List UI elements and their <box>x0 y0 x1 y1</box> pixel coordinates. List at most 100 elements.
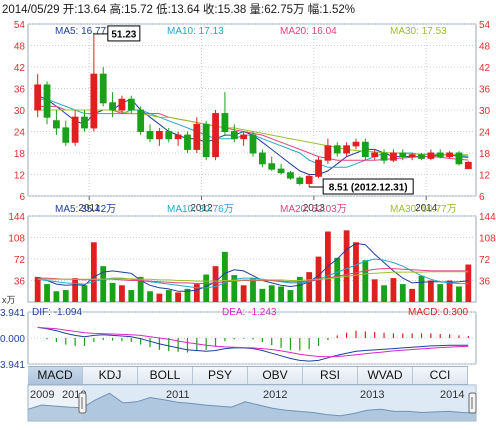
volume-unit-label: x万 <box>2 295 16 305</box>
candle-body <box>315 159 322 177</box>
volume-bar <box>53 291 60 302</box>
volume-bar <box>240 285 247 302</box>
volume-bar <box>212 266 219 302</box>
candle-body <box>352 141 360 147</box>
candle-body <box>343 145 351 154</box>
volume-tick-right: 36 <box>479 277 491 288</box>
price-x-tick-label: 2012 <box>190 203 213 214</box>
price-tick-left: 54 <box>14 20 26 31</box>
tab-boll[interactable]: BOLL <box>138 367 193 384</box>
tab-obv[interactable]: OBV <box>248 367 303 384</box>
high-value: 15.72 <box>124 4 153 16</box>
price-tick-left: 36 <box>14 85 26 96</box>
navigator-panel: 2009 2010 2011 2012 2013 2014 <box>27 384 477 422</box>
change-label: 幅: <box>307 4 323 16</box>
tab-kdj[interactable]: KDJ <box>83 367 138 384</box>
candle-body <box>324 145 332 161</box>
candle-body <box>174 134 182 140</box>
volume-bar <box>418 275 425 302</box>
candle-body <box>34 84 42 111</box>
volume-bar <box>371 279 378 302</box>
candle-body <box>258 152 266 165</box>
candle-body <box>193 123 201 150</box>
price-tick-left: 24 <box>14 128 26 139</box>
price-tick-left: 6 <box>19 192 25 203</box>
volume-tick-left: 72 <box>14 255 26 266</box>
candle-body <box>71 116 79 143</box>
candle-body <box>137 109 145 132</box>
volume-bar <box>427 280 434 302</box>
navigator-year-label: 2009 <box>30 389 54 401</box>
candle-body <box>408 154 416 158</box>
volume-bar <box>362 260 369 302</box>
navigator-year-label: 2013 <box>360 389 384 401</box>
candle-body <box>361 141 369 158</box>
macd-legend-dea: DEA: -1.243 <box>222 307 277 318</box>
macd-tick-label: 3.941 <box>0 308 25 319</box>
price-legend-ma20: MA20: 16.04 <box>280 26 337 37</box>
indicator-tabs: MACD KDJ BOLL PSY OBV RSI WVAD CCI <box>28 366 468 385</box>
candle-body <box>230 131 238 140</box>
macd-legend-macd: MACD: 0.300 <box>408 307 468 318</box>
volume-legend-ma10: MA10: 30.76万 <box>167 204 234 215</box>
price-x-tick-label: 2014 <box>415 203 438 214</box>
macd-plot-frame <box>27 311 477 365</box>
volume-bar <box>44 284 50 302</box>
tab-rsi[interactable]: RSI <box>303 367 358 384</box>
volume-bar <box>296 276 303 302</box>
quote-date: 2014/05/29 <box>2 4 60 16</box>
volume-bar <box>268 285 275 302</box>
macd-dif-line <box>37 326 469 362</box>
volume-legend-ma5: MA5: 35.42万 <box>55 204 116 215</box>
candle-body <box>62 127 70 143</box>
volume-bar <box>128 290 135 302</box>
volume-tick-right: 72 <box>479 255 491 266</box>
volume-bar <box>353 242 359 302</box>
macd-panel: -3.941 0.000 3.941 DIF: -1.094 DEA: -1.243 MA… <box>0 307 477 371</box>
volume-bar <box>109 282 116 302</box>
volume-tick-left: 36 <box>14 277 26 288</box>
candle-body <box>127 98 135 111</box>
price-x-tick-label: 2013 <box>303 203 326 214</box>
price-tick-right: 6 <box>479 192 485 203</box>
volume-bar <box>446 280 453 302</box>
tab-cci[interactable]: CCI <box>413 367 468 384</box>
tab-wvad[interactable]: WVAD <box>358 367 413 384</box>
volume-label: 量: <box>249 4 265 16</box>
candle-body <box>333 145 341 154</box>
price-tick-right: 36 <box>479 85 491 96</box>
candle-body <box>464 161 472 170</box>
navigator-line <box>27 392 477 417</box>
volume-bar <box>278 286 284 302</box>
volume-bar <box>62 290 69 302</box>
navigator-year-label: 2014 <box>440 389 464 401</box>
macd-legend-dif: DIF: -1.094 <box>32 307 82 318</box>
candle-body <box>305 175 313 184</box>
candle-body <box>221 113 229 133</box>
candle-body <box>43 84 51 118</box>
candle-body <box>99 73 107 104</box>
low-annotation-label: 8.51 (2012.12.31) <box>329 183 408 194</box>
volume-bar <box>250 278 256 302</box>
tab-psy[interactable]: PSY <box>193 367 248 384</box>
candle-body <box>277 168 285 174</box>
candle-body <box>268 163 276 170</box>
volume-tick-left: 144 <box>8 212 25 223</box>
volume-tick-right: 144 <box>479 212 496 223</box>
candle-body <box>81 116 88 129</box>
candle-body <box>418 154 425 159</box>
volume-bar <box>456 286 462 302</box>
price-tick-left: 30 <box>14 106 26 117</box>
navigator-year-label: 2011 <box>166 389 190 401</box>
price-panel: 6 6 12 12 18 18 24 24 30 30 36 36 42 42 48 48 54 54 2011 20… <box>14 20 491 214</box>
volume-tick-right: 108 <box>479 234 496 245</box>
candle-body <box>90 73 98 129</box>
low-value: 13.64 <box>170 4 200 16</box>
volume-bar <box>184 288 191 302</box>
volume-bar <box>34 276 41 302</box>
volume-bar <box>119 285 125 302</box>
tab-macd[interactable]: MACD <box>28 367 83 384</box>
candle-body <box>109 102 116 111</box>
